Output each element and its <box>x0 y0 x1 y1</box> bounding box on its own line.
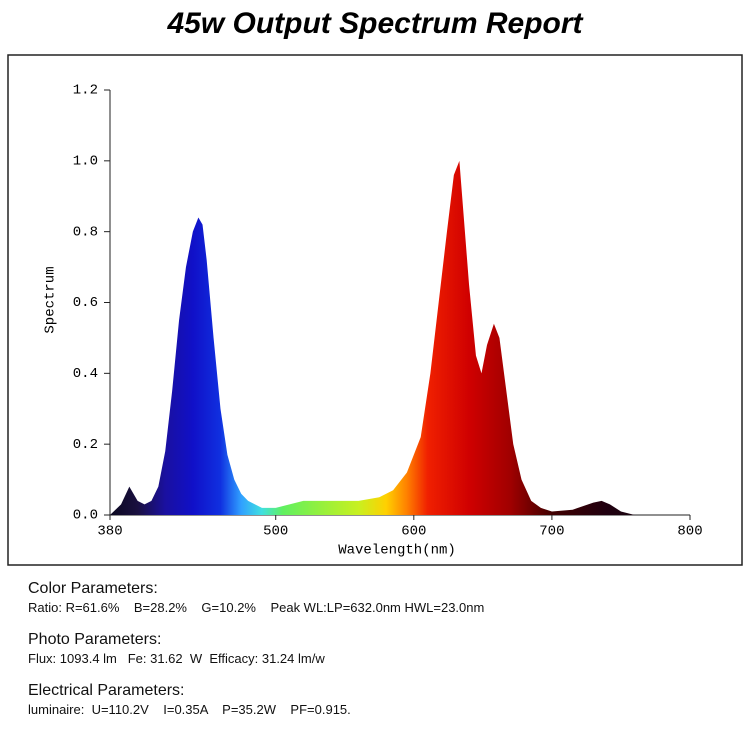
parameter-line: Ratio: R=61.6% B=28.2% G=10.2% Peak WL:L… <box>28 600 485 615</box>
chart: 45w Output Spectrum Report Spectrum Wave… <box>7 7 743 566</box>
parameter-heading: Electrical Parameters: <box>28 682 185 699</box>
parameter-line: Flux: 1093.4 lm Fe: 31.62 W Efficacy: 31… <box>28 651 325 666</box>
x-axis-label: Wavelength(nm) <box>338 543 456 559</box>
x-tick-label: 500 <box>263 524 288 540</box>
parameter-group: Electrical Parameters: luminaire: U=110.2… <box>28 682 484 717</box>
parameter-line: luminaire: U=110.2V I=0.35A P=35.2W PF=0… <box>28 702 351 717</box>
x-tick-label: 600 <box>401 524 426 540</box>
chart-title: 45w Output Spectrum Report <box>166 7 584 40</box>
y-tick-label: 0.6 <box>73 295 98 311</box>
y-axis-label: Spectrum <box>43 266 59 333</box>
y-tick-label: 1.2 <box>73 83 98 99</box>
spectrum-area <box>110 160 690 516</box>
parameter-group: Color Parameters: Ratio: R=61.6% B=28.2% … <box>28 580 484 615</box>
y-tick-label: 1.0 <box>73 154 98 170</box>
x-tick-label: 380 <box>97 524 122 540</box>
parameters: Color Parameters: Ratio: R=61.6% B=28.2% … <box>28 580 484 733</box>
y-tick-label: 0.8 <box>73 224 98 240</box>
x-tick-label: 700 <box>539 524 564 540</box>
y-tick-label: 0.2 <box>73 437 98 453</box>
plot-frame <box>7 54 743 566</box>
parameter-heading: Photo Parameters: <box>28 631 162 648</box>
parameter-group: Photo Parameters: Flux: 1093.4 lm Fe: 31.… <box>28 631 484 666</box>
y-tick-label: 0.4 <box>73 366 98 382</box>
y-tick-label: 0.0 <box>73 508 98 524</box>
parameter-heading: Color Parameters: <box>28 580 158 597</box>
x-tick-label: 800 <box>677 524 702 540</box>
